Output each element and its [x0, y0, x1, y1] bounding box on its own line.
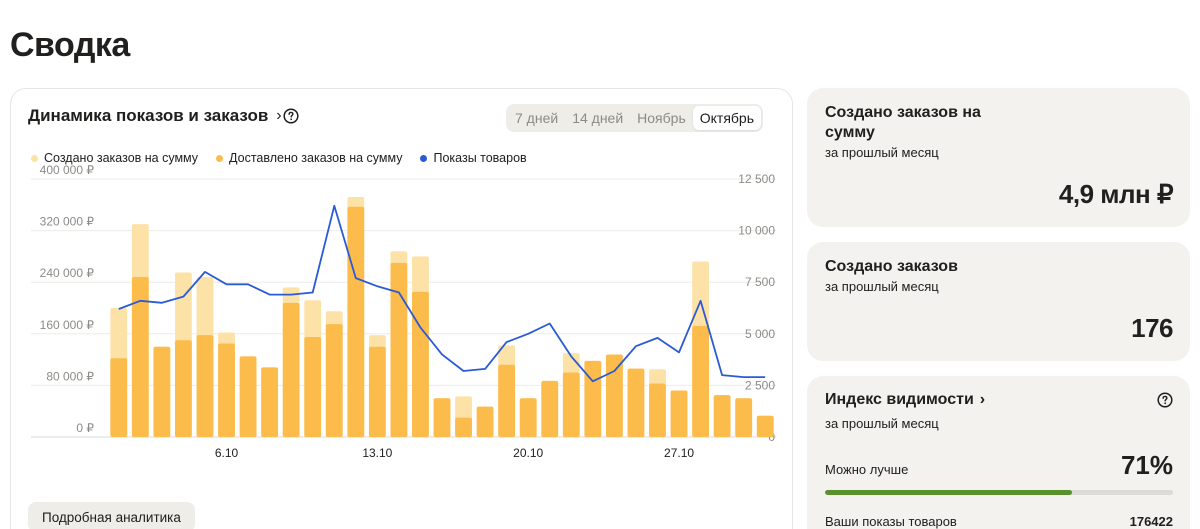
- detailed-analytics-button[interactable]: Подробная аналитика: [28, 502, 195, 529]
- x-tick-label: 13.10: [362, 446, 392, 460]
- bar-delivered: [476, 406, 494, 437]
- period-tabs: 7 дней 14 дней Ноябрь Октябрь: [506, 104, 763, 132]
- legend-dot-delivered: [216, 154, 224, 162]
- visibility-index-card: Индекс видимости › за прошлый месяц Можн…: [807, 376, 1190, 529]
- bar-delivered: [347, 206, 365, 437]
- visibility-title-link[interactable]: Индекс видимости ›: [825, 390, 985, 410]
- bar-delivered: [756, 415, 774, 437]
- bar-delivered: [218, 343, 235, 437]
- bar-delivered: [627, 368, 645, 437]
- bar-delivered: [670, 390, 688, 437]
- bar-delivered: [649, 383, 666, 437]
- x-tick-label: 6.10: [215, 446, 239, 460]
- legend-item-created[interactable]: Создано заказов на сумму: [31, 151, 198, 165]
- visibility-progress-track: [825, 490, 1173, 495]
- visibility-subtitle: за прошлый месяц: [825, 416, 939, 431]
- bar-delivered: [196, 335, 214, 437]
- orders-chart: 0 ₽ 80 000 ₽ 160 000 ₽ 240 000 ₽ 320 000 ₽ 40…: [31, 163, 776, 460]
- orders-sum-title: Создано заказов на сумму: [825, 104, 981, 141]
- bar-delivered: [390, 262, 408, 437]
- bar-delivered: [713, 395, 731, 437]
- visibility-title: Индекс видимости: [825, 391, 974, 408]
- bar-delivered: [584, 360, 602, 437]
- bar-delivered: [433, 398, 451, 437]
- orders-count-value: 176: [1131, 313, 1173, 343]
- x-tick-label: 27.10: [664, 446, 694, 460]
- bar-delivered: [735, 398, 753, 437]
- bar-delivered: [110, 358, 128, 437]
- y-left-tick-label: 80 000 ₽: [46, 369, 94, 383]
- y-left-tick-label: 160 000 ₽: [40, 318, 95, 332]
- chart-heading-text: Динамика показов и заказов: [28, 106, 269, 125]
- bar-delivered: [412, 291, 429, 437]
- help-icon[interactable]: [1157, 392, 1173, 408]
- bar-delivered: [175, 340, 192, 437]
- legend-label-created: Создано заказов на сумму: [44, 151, 199, 165]
- shows-value: 176422: [1129, 514, 1173, 529]
- impressions-line: [118, 204, 766, 383]
- bar-delivered: [455, 417, 472, 437]
- tab-november[interactable]: Ноябрь: [637, 110, 686, 126]
- bar-delivered: [304, 337, 322, 437]
- y-right-tick-label: 2 500: [745, 378, 775, 392]
- bar-delivered: [605, 354, 623, 437]
- chevron-right-icon: ›: [276, 107, 282, 124]
- bar-delivered: [498, 364, 516, 437]
- tab-7-days[interactable]: 7 дней: [515, 110, 559, 126]
- legend-label-impressions: Показы товаров: [433, 151, 527, 165]
- y-right-tick-label: 5 000: [745, 327, 775, 341]
- chart-legend: Создано заказов на сумму Доставлено зака…: [31, 151, 527, 165]
- y-right-tick-label: 0: [768, 430, 775, 444]
- bar-delivered: [562, 372, 580, 437]
- visibility-level-label: Можно лучше: [825, 462, 909, 477]
- chart-heading-link[interactable]: Динамика показов и заказов ›: [28, 106, 282, 126]
- legend-item-delivered[interactable]: Доставлено заказов на сумму: [216, 151, 402, 165]
- legend-dot-impressions: [420, 154, 428, 162]
- help-icon[interactable]: [283, 108, 299, 124]
- orders-count-card: Создано заказов за прошлый месяц 176: [807, 242, 1190, 361]
- tab-october[interactable]: Октябрь: [692, 106, 761, 130]
- legend-item-impressions[interactable]: Показы товаров: [420, 151, 527, 165]
- bar-delivered: [282, 302, 300, 437]
- bar-delivered: [153, 346, 171, 437]
- shows-label: Ваши показы товаров: [825, 514, 957, 529]
- y-left-tick-label: 240 000 ₽: [40, 266, 95, 280]
- bar-delivered: [541, 380, 559, 437]
- tab-14-days[interactable]: 14 дней: [572, 110, 624, 126]
- y-left-tick-label: 0 ₽: [76, 421, 94, 435]
- chevron-right-icon: ›: [979, 391, 986, 408]
- y-right-tick-label: 12 500: [738, 172, 775, 186]
- orders-dynamics-card: Динамика показов и заказов › 7 дней 14 д…: [10, 88, 793, 529]
- bar-delivered: [261, 367, 279, 437]
- y-right-tick-label: 10 000: [738, 224, 775, 238]
- legend-dot-created: [31, 154, 38, 162]
- legend-label-delivered: Доставлено заказов на сумму: [229, 151, 403, 165]
- orders-sum-value: 4,9 млн ₽: [1058, 179, 1174, 209]
- y-left-tick-label: 320 000 ₽: [40, 215, 95, 229]
- visibility-progress-fill: [825, 490, 1073, 495]
- bar-delivered: [519, 398, 537, 437]
- y-right-tick-label: 7 500: [745, 275, 775, 289]
- orders-count-subtitle: за прошлый месяц: [825, 279, 939, 294]
- bar-delivered: [239, 356, 257, 437]
- orders-count-title: Создано заказов: [825, 258, 958, 275]
- x-tick-label: 20.10: [513, 446, 543, 460]
- orders-sum-card: Создано заказов на сумму за прошлый меся…: [807, 88, 1190, 227]
- y-left-tick-label: 400 000 ₽: [40, 163, 95, 177]
- bar-delivered: [131, 277, 149, 437]
- bar-delivered: [692, 326, 709, 437]
- bar-delivered: [325, 324, 343, 437]
- bar-delivered: [368, 346, 386, 437]
- page-title: Сводка: [10, 26, 130, 64]
- orders-sum-subtitle: за прошлый месяц: [825, 145, 939, 160]
- visibility-percent: 71%: [1120, 450, 1173, 480]
